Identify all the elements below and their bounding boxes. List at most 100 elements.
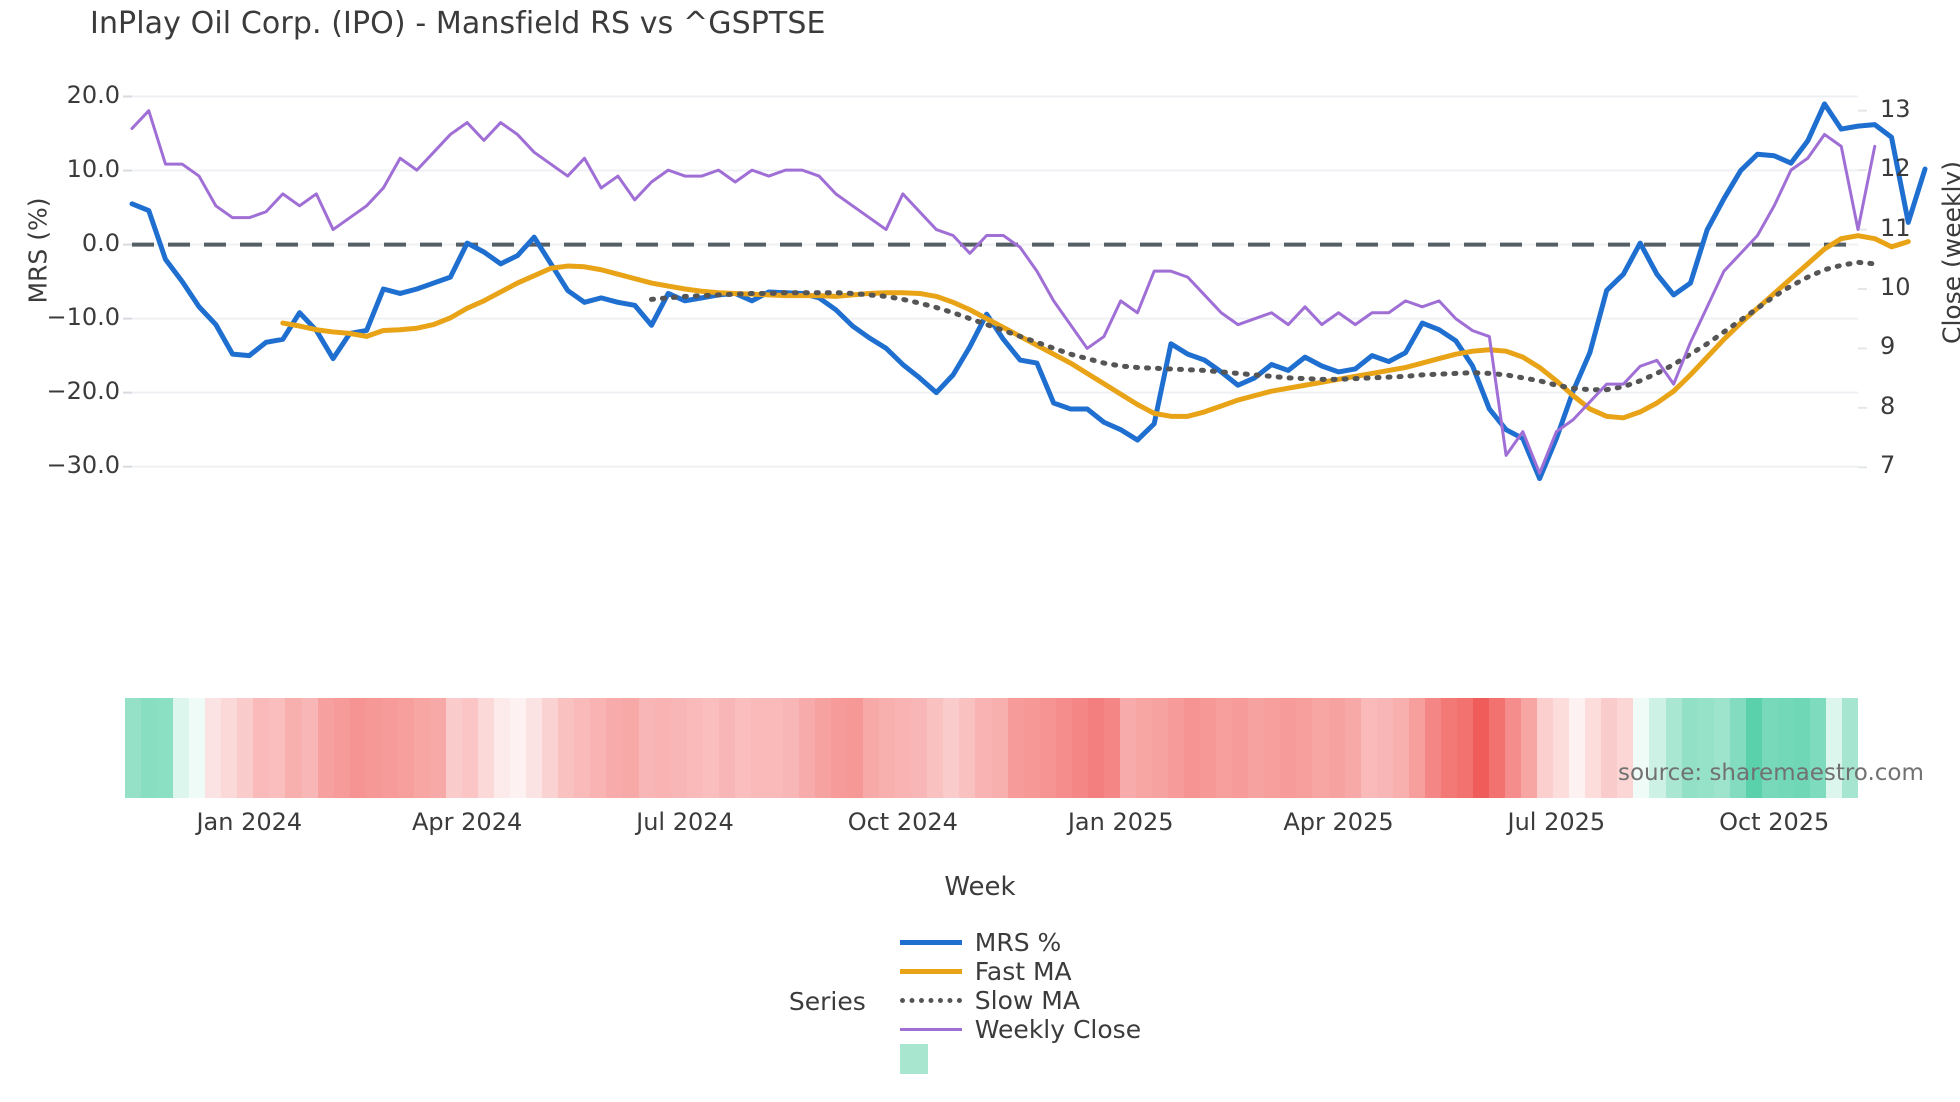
heatmap-cell: [526, 698, 543, 798]
heatmap-cell: [1408, 698, 1425, 798]
heatmap-cell: [1248, 698, 1265, 798]
legend-item[interactable]: Slow MA: [899, 986, 1141, 1015]
heatmap-cell: [237, 698, 254, 798]
heatmap-cell: [590, 698, 607, 798]
y-axis-right-tick: 12: [1880, 154, 1911, 183]
heatmap-cell: [349, 698, 366, 798]
heatmap-cell: [734, 698, 751, 798]
y-axis-right-tick: 11: [1880, 213, 1911, 242]
heatmap-cell: [429, 698, 446, 798]
heatmap-cell: [1697, 698, 1714, 798]
heatmap-cell: [1216, 698, 1233, 798]
series-lines: [129, 101, 1928, 482]
y-axis-left-tick: −30.0: [46, 450, 120, 479]
heatmap-cell: [189, 698, 206, 798]
heatmap-cell: [766, 698, 783, 798]
heatmap-cell: [1649, 698, 1666, 798]
heatmap-cell: [1456, 698, 1473, 798]
heatmap-cell: [1135, 698, 1152, 798]
heatmap-cell: [1729, 698, 1746, 798]
legend-item[interactable]: MRS %: [899, 928, 1141, 957]
series-line-fast-ma: [280, 233, 1911, 421]
heatmap-cell: [1280, 698, 1297, 798]
series-line-slow-ma: [648, 259, 1878, 393]
y-axis-right-label: Close (weekly): [1937, 161, 1960, 344]
heatmap-cell: [1521, 698, 1538, 798]
heatmap-cell: [686, 698, 703, 798]
heatmap-cell: [317, 698, 334, 798]
heatmap-cell: [478, 698, 495, 798]
heatmap-cell: [1119, 698, 1136, 798]
y-axis-left-label: MRS (%): [23, 197, 53, 304]
legend-item-label: Weekly Close: [974, 1015, 1142, 1044]
y-axis-left-tick: 0.0: [81, 228, 120, 257]
heatmap-cell: [1553, 698, 1570, 798]
heatmap-cell: [606, 698, 623, 798]
relative-strength-heatmap: [125, 698, 1858, 798]
heatmap-cell: [1472, 698, 1489, 798]
x-axis-label: Week: [944, 872, 1016, 902]
y-axis-right-tick: 7: [1880, 451, 1896, 480]
x-axis-tick: Apr 2025: [1283, 808, 1394, 836]
heatmap-cell: [1793, 698, 1810, 798]
line-swatch-icon: [899, 969, 962, 974]
series-line-weekly-close: [130, 109, 1877, 475]
heatmap-cell: [1745, 698, 1762, 798]
heatmap-cell: [831, 698, 848, 798]
heatmap-cell: [1184, 698, 1201, 798]
heatmap-cell: [847, 698, 864, 798]
legend-item-label: Slow MA: [974, 986, 1080, 1015]
legend-title: Series: [788, 986, 866, 1016]
legend-item[interactable]: [899, 1044, 1141, 1074]
heatmap-cell: [1376, 698, 1393, 798]
heatmap-cell: [1665, 698, 1682, 798]
heatmap-cell: [1312, 698, 1329, 798]
gridlines: [123, 95, 1867, 469]
line-swatch-icon: [899, 1028, 962, 1031]
source-attribution: source: sharemaestro.com: [1618, 760, 1924, 786]
x-axis-tick: Apr 2024: [412, 808, 523, 836]
heatmap-cell: [205, 698, 222, 798]
heatmap-cell: [1264, 698, 1281, 798]
heatmap-cell: [1344, 698, 1361, 798]
heatmap-cell: [1777, 698, 1794, 798]
heatmap-cell: [445, 698, 462, 798]
heatmap-cell: [1825, 698, 1843, 798]
heatmap-cell: [1360, 698, 1377, 798]
y-axis-right-tick: 8: [1880, 391, 1896, 420]
heatmap-cell: [1440, 698, 1457, 798]
heatmap-cell: [975, 698, 992, 798]
heatmap-cell: [1296, 698, 1313, 798]
heatmap-cell: [413, 698, 430, 798]
page-title: InPlay Oil Corp. (IPO) - Mansfield RS vs…: [90, 6, 826, 41]
heatmap-cell: [1103, 698, 1120, 798]
heatmap-cell: [558, 698, 575, 798]
y-axis-left-tick: 20.0: [66, 80, 120, 109]
heatmap-cell: [141, 698, 158, 798]
y-axis-right-tick: 10: [1880, 273, 1911, 301]
y-axis-right-tick: 9: [1880, 332, 1896, 361]
heatmap-cell: [782, 698, 799, 798]
heatmap-cell: [301, 698, 318, 798]
heatmap-cell: [1809, 698, 1826, 798]
heatmap-cell: [863, 698, 880, 798]
legend-item[interactable]: Weekly Close: [899, 1015, 1142, 1044]
heatmap-cell: [1842, 698, 1858, 798]
heatmap-cell: [1007, 698, 1024, 798]
heatmap-cell: [654, 698, 671, 798]
heatmap-cell: [959, 698, 976, 798]
legend-item-label: MRS %: [974, 928, 1062, 957]
dotted-swatch-icon: [899, 998, 962, 1003]
heatmap-cell: [1681, 698, 1698, 798]
heatmap-cell: [1392, 698, 1409, 798]
heatmap-cell: [1232, 698, 1249, 798]
series-line-mrs: [129, 101, 1928, 482]
legend-item[interactable]: Fast MA: [899, 957, 1141, 986]
heatmap-cell: [1168, 698, 1185, 798]
heatmap-cell: [1328, 698, 1345, 798]
heatmap-cell: [622, 698, 639, 798]
x-axis-tick: Oct 2025: [1719, 808, 1830, 836]
